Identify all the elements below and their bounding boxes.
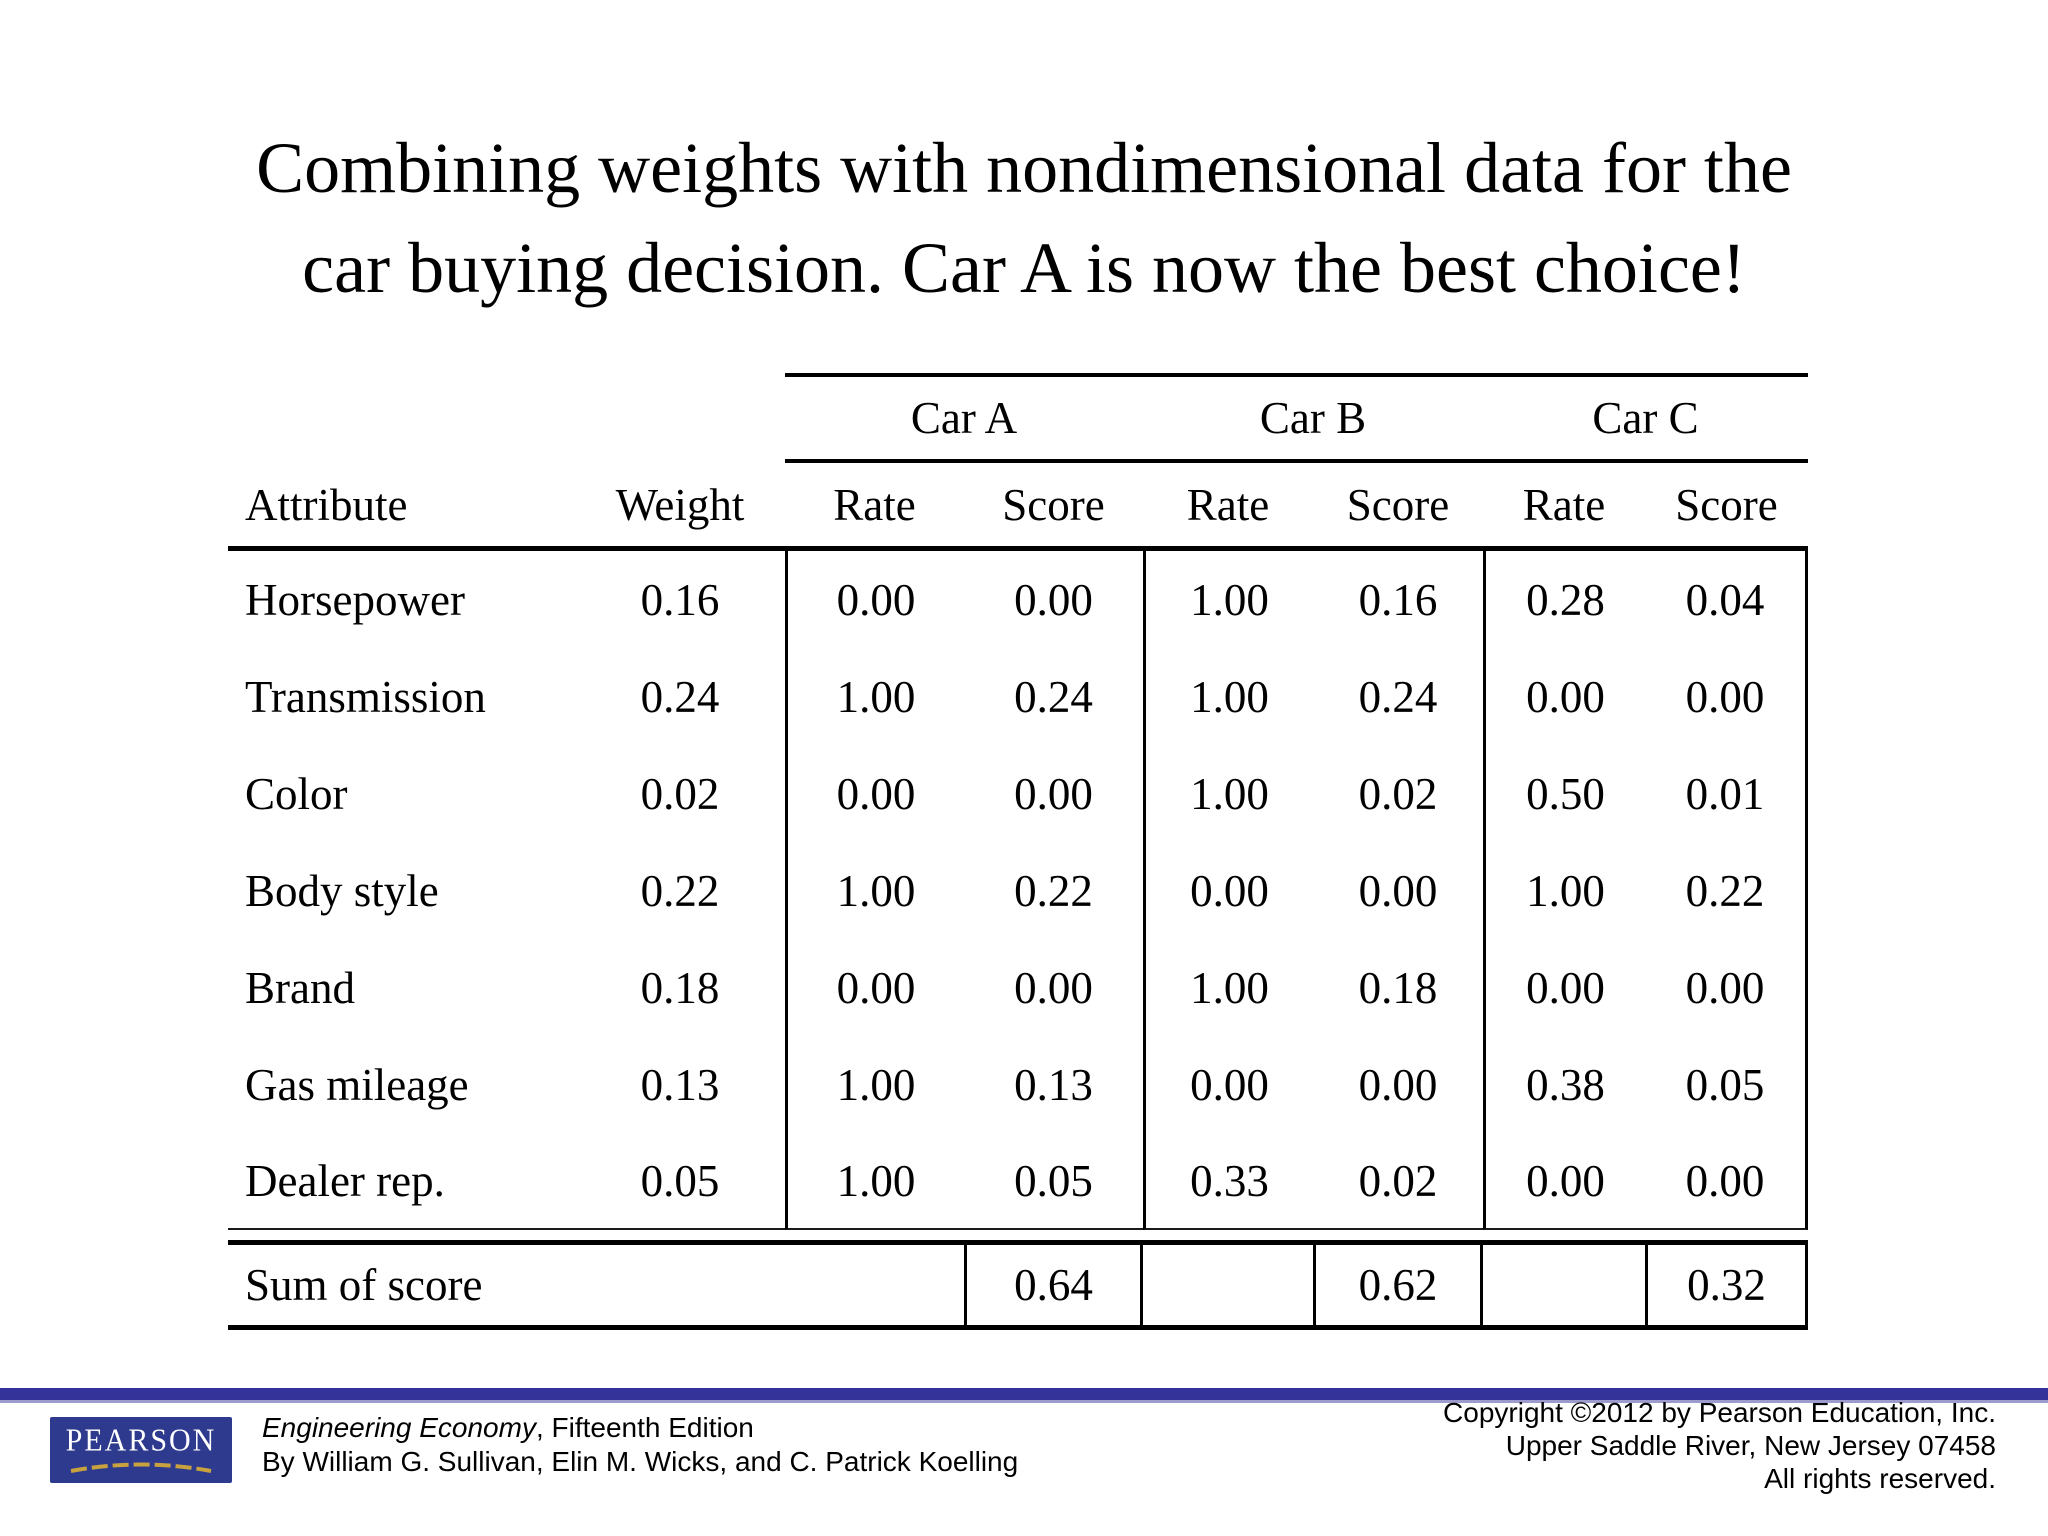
car-b-rate-cell: 1.00: [1143, 551, 1313, 648]
car-a-rate-cell: 1.00: [785, 1133, 964, 1230]
car-c-score-cell: 0.01: [1645, 745, 1808, 842]
weight-cell: 0.22: [640, 865, 720, 916]
car-c-sum-cell: 0.32: [1645, 1240, 1808, 1330]
attribute-cell: Color: [245, 768, 348, 819]
attribute-header: Attribute: [228, 463, 575, 551]
car-c-rate-empty-cell: [1483, 1240, 1645, 1330]
copyright-line-2: Upper Saddle River, New Jersey 07458: [1505, 1430, 1996, 1461]
car-c-score-cell: 0.00: [1645, 1133, 1808, 1230]
header-spacer: [228, 373, 785, 463]
pearson-logo-text: PEARSON: [65, 1423, 217, 1458]
book-authors: By William G. Sullivan, Elin M. Wicks, a…: [262, 1446, 1019, 1477]
car-b-rate-cell: 1.00: [1143, 745, 1313, 842]
car-a-score-header: Score: [964, 463, 1143, 551]
car-a-rate-cell: 1.00: [785, 842, 964, 939]
pearson-logo-arc-icon: [70, 1462, 212, 1473]
car-a-rate-cell: 1.00: [785, 1036, 964, 1133]
car-b-rate-empty-cell: [1143, 1240, 1313, 1330]
car-a-rate-cell: 0.00: [785, 745, 964, 842]
car-c-rate-cell: 0.38: [1483, 1036, 1645, 1133]
car-b-rate-cell: 1.00: [1143, 939, 1313, 1036]
car-c-rate-cell: 0.50: [1483, 745, 1645, 842]
car-b-rate-cell: 0.33: [1143, 1133, 1313, 1230]
car-c-score-cell: 0.04: [1645, 551, 1808, 648]
car-c-rate-header: Rate: [1483, 463, 1645, 551]
weight-cell: 0.24: [640, 671, 720, 722]
weight-cell: 0.13: [640, 1059, 720, 1110]
car-c-score-cell: 0.22: [1645, 842, 1808, 939]
book-info: Engineering Economy, Fifteenth Edition B…: [262, 1411, 1018, 1479]
car-b-score-cell: 0.02: [1358, 768, 1438, 819]
decision-table: Car A Car B Car C Attribute Weight Rate …: [228, 373, 1808, 1330]
car-b-score-cell: 0.00: [1358, 1059, 1438, 1110]
car-b-score-cell: 0.16: [1358, 574, 1438, 625]
attribute-cell: Horsepower: [245, 574, 465, 625]
car-a-score-cell: 0.24: [1014, 671, 1093, 722]
double-rule-gap: [228, 1230, 1808, 1240]
car-b-rate-cell: 0.00: [1143, 1036, 1313, 1133]
car-a-score-cell: 0.05: [964, 1133, 1143, 1230]
weight-cell: 0.18: [640, 962, 720, 1013]
car-a-rate-cell: 0.00: [785, 551, 964, 648]
copyright-block: Copyright ©2012 by Pearson Education, In…: [1443, 1396, 1996, 1495]
copyright-line-1: Copyright ©2012 by Pearson Education, In…: [1443, 1397, 1996, 1428]
car-b-score-cell: 0.00: [1358, 865, 1438, 916]
car-a-rate-header: Rate: [785, 463, 964, 551]
car-c-rate-cell: 1.00: [1483, 842, 1645, 939]
car-c-score-cell: 0.00: [1645, 939, 1808, 1036]
car-a-score-cell: 0.22: [1014, 865, 1093, 916]
weight-cell: 0.02: [640, 768, 720, 819]
book-title: Engineering Economy: [262, 1412, 536, 1443]
attribute-cell: Body style: [245, 865, 439, 916]
car-b-score-cell: 0.24: [1358, 671, 1438, 722]
car-a-score-cell: 0.00: [1014, 768, 1093, 819]
car-a-header: Car A: [785, 373, 1143, 463]
car-c-header: Car C: [1483, 373, 1808, 463]
car-c-score-cell: 0.00: [1645, 648, 1808, 745]
car-b-sum-cell: 0.62: [1313, 1240, 1483, 1330]
copyright-line-3: All rights reserved.: [1764, 1463, 1996, 1494]
book-edition: , Fifteenth Edition: [535, 1412, 754, 1443]
car-a-score-cell: 0.00: [1014, 574, 1093, 625]
pearson-logo: PEARSON: [50, 1417, 232, 1483]
weight-header: Weight: [575, 463, 785, 551]
car-c-score-cell: 0.05: [1645, 1036, 1808, 1133]
car-c-rate-cell: 0.28: [1483, 551, 1645, 648]
car-a-rate-cell: 1.00: [785, 648, 964, 745]
weight-cell: 0.16: [640, 574, 720, 625]
attribute-cell: Transmission: [245, 671, 486, 722]
car-b-rate-header: Rate: [1143, 463, 1313, 551]
car-b-score-cell: 0.18: [1358, 962, 1438, 1013]
car-a-sum-cell: 0.64: [964, 1240, 1143, 1330]
footer-accent-bar: [0, 1388, 2048, 1403]
attribute-cell: Brand: [245, 962, 355, 1013]
attribute-cell: Dealer rep.: [228, 1133, 575, 1230]
car-c-score-header: Score: [1645, 463, 1808, 551]
car-a-rate-cell: 0.00: [785, 939, 964, 1036]
attribute-cell: Gas mileage: [245, 1059, 469, 1110]
slide-title: Combining weights with nondimensional da…: [256, 128, 1792, 308]
car-b-score-header: Score: [1313, 463, 1483, 551]
car-b-score-cell: 0.02: [1313, 1133, 1483, 1230]
weight-cell: 0.05: [575, 1133, 785, 1230]
car-c-rate-cell: 0.00: [1483, 939, 1645, 1036]
car-a-score-cell: 0.13: [1014, 1059, 1093, 1110]
car-b-rate-cell: 1.00: [1143, 648, 1313, 745]
car-a-score-cell: 0.00: [1014, 962, 1093, 1013]
book-title-line: Engineering Economy, Fifteenth Edition: [262, 1411, 1018, 1445]
car-b-rate-cell: 0.00: [1143, 842, 1313, 939]
car-c-rate-cell: 0.00: [1483, 1133, 1645, 1230]
car-c-rate-cell: 0.00: [1483, 648, 1645, 745]
car-b-header: Car B: [1143, 373, 1483, 463]
sum-label-cell: Sum of score: [228, 1240, 964, 1330]
